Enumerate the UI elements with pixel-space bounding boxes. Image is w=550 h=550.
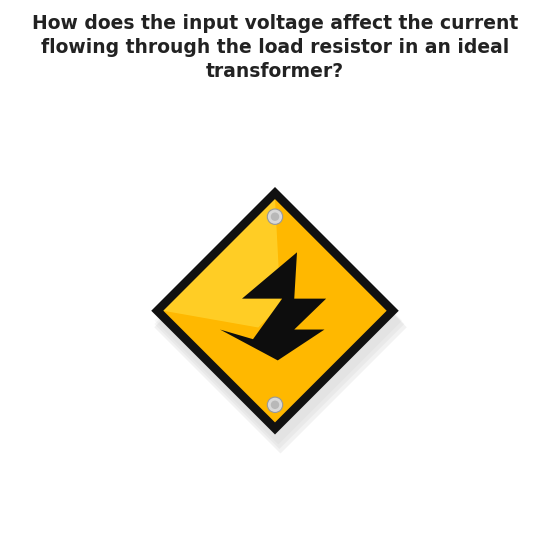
Circle shape xyxy=(271,212,279,221)
Text: How does the input voltage affect the current
flowing through the load resistor : How does the input voltage affect the cu… xyxy=(32,14,518,81)
Polygon shape xyxy=(163,199,387,422)
Polygon shape xyxy=(155,199,404,449)
Circle shape xyxy=(267,209,283,224)
Polygon shape xyxy=(163,199,280,327)
Polygon shape xyxy=(154,201,407,453)
Polygon shape xyxy=(220,252,326,360)
Polygon shape xyxy=(155,197,402,444)
Circle shape xyxy=(271,400,279,409)
Circle shape xyxy=(267,397,283,412)
Polygon shape xyxy=(151,187,399,434)
